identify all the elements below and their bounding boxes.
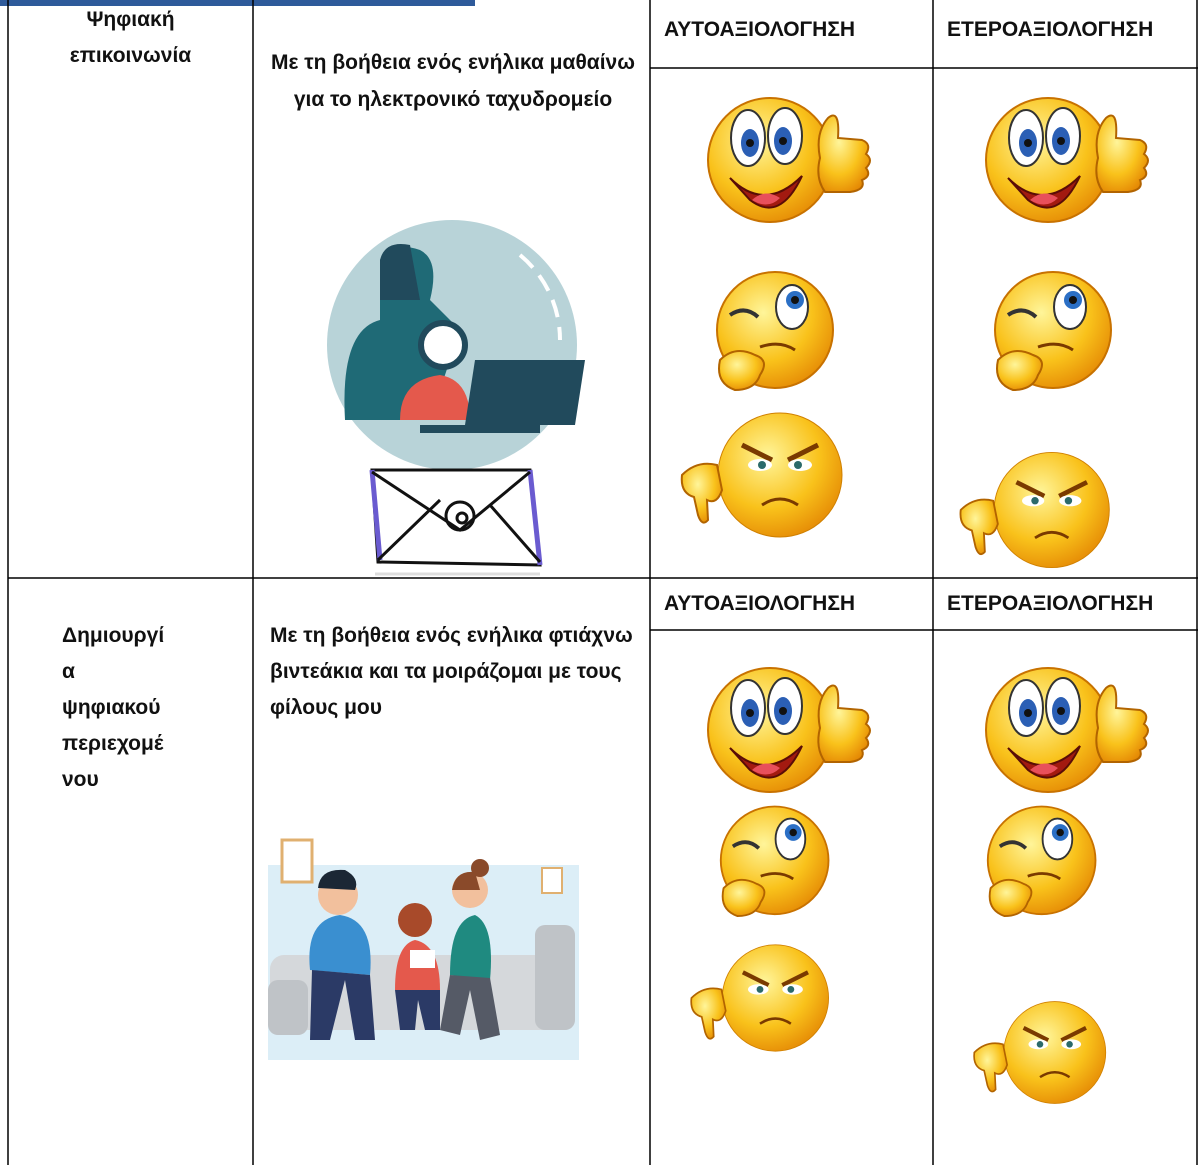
illustration-envelope [369, 468, 543, 576]
topic-line: α [62, 660, 75, 683]
topic-line: Δημιουργί [62, 624, 165, 647]
topic-line: Ψηφιακή [86, 8, 175, 31]
column-header: ΕΤΕΡΟΑΞΙΟΛΟΓΗΣΗ [947, 592, 1154, 615]
topic-line: περιεχομέ [62, 732, 164, 755]
description: Με τη βοήθεια ενός ενήλικα φτιάχνω βιντε… [270, 624, 633, 719]
topic-line: επικοινωνία [69, 44, 192, 67]
topic-line: ψηφιακού [62, 696, 161, 719]
illustration-family [268, 838, 579, 1060]
illustration-laptop [327, 220, 585, 470]
column-header: ΑΥΤΟΑΞΙΟΛΟΓΗΣΗ [664, 592, 856, 615]
topic: Δημιουργί α ψηφιακού περιεχομέ νου [62, 618, 242, 798]
topic-line: νου [62, 768, 99, 791]
description: Με τη βοήθεια ενός ενήλικα μαθαίνω για τ… [271, 51, 635, 111]
column-header: ΕΤΕΡΟΑΞΙΟΛΟΓΗΣΗ [947, 18, 1154, 41]
topic: Ψηφιακή επικοινωνία [8, 2, 253, 74]
column-header: ΑΥΤΟΑΞΙΟΛΟΓΗΣΗ [664, 18, 856, 41]
